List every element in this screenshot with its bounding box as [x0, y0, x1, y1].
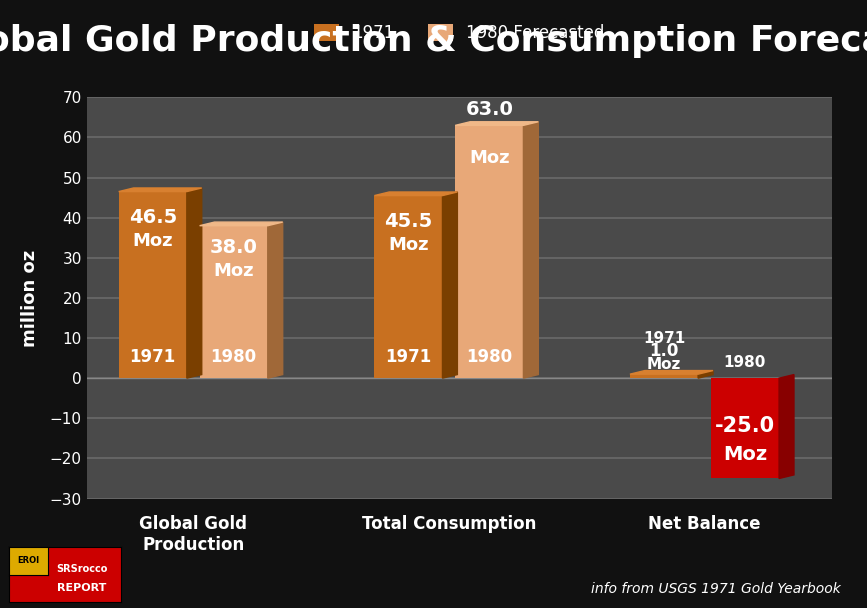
Bar: [711, 378, 779, 478]
Text: 1971: 1971: [385, 348, 432, 366]
Polygon shape: [442, 192, 458, 378]
Bar: [375, 196, 442, 378]
Text: Global Gold Production & Consumption Forecast: Global Gold Production & Consumption For…: [0, 24, 867, 58]
Text: 46.5: 46.5: [128, 208, 177, 227]
Text: 1971: 1971: [129, 348, 176, 366]
Bar: [119, 192, 186, 378]
Bar: [630, 374, 698, 378]
Text: info from USGS 1971 Gold Yearbook: info from USGS 1971 Gold Yearbook: [591, 582, 841, 596]
Text: Moz: Moz: [723, 445, 767, 464]
Text: 63.0: 63.0: [466, 100, 513, 119]
Polygon shape: [524, 122, 538, 378]
Bar: [199, 226, 268, 378]
Text: REPORT: REPORT: [57, 583, 107, 593]
Polygon shape: [199, 222, 283, 226]
Text: 1980: 1980: [466, 348, 512, 366]
Text: 45.5: 45.5: [384, 212, 433, 230]
Text: 38.0: 38.0: [210, 238, 257, 257]
Text: EROI: EROI: [17, 556, 39, 565]
Polygon shape: [630, 370, 713, 374]
Text: 1980: 1980: [211, 348, 257, 366]
Legend: 1971, 1980 Forecasted: 1971, 1980 Forecasted: [308, 18, 611, 49]
Polygon shape: [698, 370, 713, 378]
Text: -25.0: -25.0: [715, 416, 775, 437]
Text: Moz: Moz: [388, 236, 428, 254]
Bar: [455, 125, 524, 378]
Polygon shape: [375, 192, 458, 196]
Text: Moz: Moz: [213, 262, 254, 280]
Polygon shape: [455, 122, 538, 125]
Text: 1.0: 1.0: [649, 342, 679, 360]
Y-axis label: million oz: million oz: [21, 249, 39, 347]
Text: Moz: Moz: [647, 357, 681, 372]
Polygon shape: [779, 375, 794, 478]
Text: 1971: 1971: [643, 331, 685, 346]
Polygon shape: [119, 188, 202, 192]
Text: SRSrocco: SRSrocco: [56, 564, 108, 574]
Text: 1980: 1980: [724, 355, 766, 370]
Text: Moz: Moz: [469, 150, 510, 167]
Text: Moz: Moz: [133, 232, 173, 250]
Polygon shape: [186, 188, 202, 378]
Polygon shape: [268, 222, 283, 378]
